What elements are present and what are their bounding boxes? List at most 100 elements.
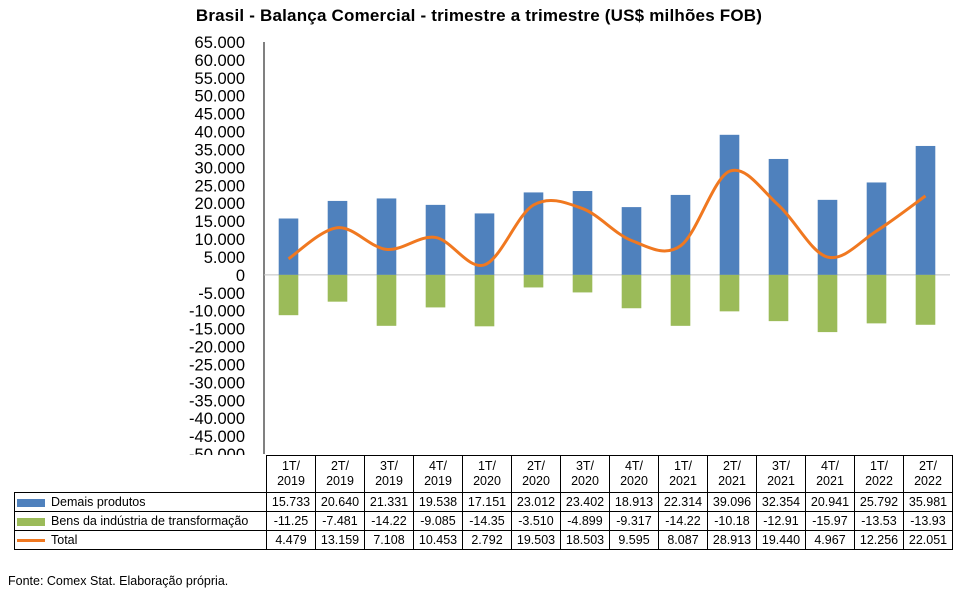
y-tick-label: 0 [236,267,245,285]
legend-label: Demais produtos [51,495,146,509]
y-tick-label: 60.000 [195,52,245,70]
category-label: 3T/2019 [364,455,414,493]
data-label: -14.22 [658,511,708,531]
bar-bens-industria [817,274,838,333]
y-tick-label: -40.000 [189,410,245,428]
table-row: Total 4.479 13.159 7.108 10.453 2.792 19.503 18… [14,530,953,550]
table-row: Demais produtos 15.733 20.640 21.331 19.538 1… [14,492,953,512]
bar-series [278,134,936,333]
data-label: -3.510 [511,511,561,531]
y-axis: 65.00060.00055.00050.00045.00040.00035.0… [189,34,950,455]
y-tick-label: 45.000 [195,106,245,124]
bar-demais-produtos [474,213,495,275]
data-label: 18.503 [560,530,610,550]
bar-demais-produtos [817,199,838,275]
data-label: 15.733 [266,492,316,512]
bar-demais-produtos [523,192,544,275]
y-tick-label: -5.000 [198,285,245,303]
data-label: -9.317 [609,511,659,531]
chart-plot: 65.00060.00055.00050.00045.00040.00035.0… [189,34,950,455]
bar-bens-industria [376,274,397,326]
legend-label: Total [51,533,78,547]
data-table: 1T/2019 2T/2019 3T/2019 4T/2019 1T/2020 2T/20… [14,455,953,550]
y-tick-label: 40.000 [195,124,245,142]
data-label: 22.051 [903,530,953,550]
data-label: 17.151 [462,492,512,512]
line-series [287,168,927,267]
y-tick-label: -15.000 [189,321,245,339]
category-label: 1T/2021 [658,455,708,493]
data-label: 20.640 [315,492,365,512]
data-label: -4.899 [560,511,610,531]
bar-bens-industria [670,274,691,326]
y-tick-label: -25.000 [189,356,245,374]
y-tick-label: 55.000 [195,70,245,88]
category-label: 4T/2021 [805,455,855,493]
category-label: 1T/2020 [462,455,512,493]
category-label: 1T/2022 [854,455,904,493]
category-label: 3T/2020 [560,455,610,493]
bar-bens-industria [523,274,544,288]
legend-label: Bens da indústria de transformação [51,514,249,528]
bar-bens-industria [425,274,446,308]
bar-bens-industria [572,274,593,293]
data-label: -14.35 [462,511,512,531]
bar-bens-industria [621,274,642,309]
bar-bens-industria [327,274,348,302]
table-row: Bens da indústria de transformação -11.25… [14,511,953,531]
bar-demais-produtos [866,182,887,275]
data-label: 23.402 [560,492,610,512]
data-label: 10.453 [413,530,463,550]
y-tick-label: 15.000 [195,213,245,231]
category-label: 4T/2020 [609,455,659,493]
data-label: 18.913 [609,492,659,512]
data-label: 9.595 [609,530,659,550]
data-label: 4.967 [805,530,855,550]
category-label: 2T/2021 [707,455,757,493]
data-label: 25.792 [854,492,904,512]
bar-demais-produtos [425,204,446,275]
y-tick-label: -50.000 [189,446,245,455]
data-label: 13.159 [315,530,365,550]
data-label: 28.913 [707,530,757,550]
data-label: 4.479 [266,530,316,550]
legend-entry: Demais produtos [14,492,267,512]
category-label: 1T/2019 [266,455,316,493]
data-label: 7.108 [364,530,414,550]
bar-bens-industria [278,274,299,316]
y-tick-label: 50.000 [195,88,245,106]
bar-demais-produtos [327,200,348,275]
bar-bens-industria [719,274,740,312]
category-label: 2T/2020 [511,455,561,493]
y-tick-label: 35.000 [195,141,245,159]
category-label: 2T/2019 [315,455,365,493]
bar-bens-industria [915,274,936,325]
y-tick-label: -10.000 [189,303,245,321]
data-label: -11.25 [266,511,316,531]
category-label: 2T/2022 [903,455,953,493]
bar-demais-produtos [376,198,397,275]
data-label: -14.22 [364,511,414,531]
y-tick-label: 25.000 [195,177,245,195]
data-label: 35.981 [903,492,953,512]
y-tick-label: 5.000 [204,249,245,267]
bar-bens-industria [474,274,495,327]
bar-bens-industria [866,274,887,324]
bar-demais-produtos [278,218,299,275]
y-tick-label: 65.000 [195,34,245,52]
bar-demais-produtos [915,145,936,275]
legend-key [17,498,45,507]
data-label: -15.97 [805,511,855,531]
legend-entry: Bens da indústria de transformação [14,511,267,531]
legend-entry: Total [14,530,267,550]
data-label: 39.096 [707,492,757,512]
data-label: 19.440 [756,530,806,550]
data-label: -7.481 [315,511,365,531]
bar-demais-produtos [670,194,691,275]
y-tick-label: 10.000 [195,231,245,249]
bar-demais-produtos [572,191,593,275]
y-tick-label: -35.000 [189,392,245,410]
table-corner [14,455,267,493]
data-label: -12.91 [756,511,806,531]
y-tick-label: -20.000 [189,339,245,357]
